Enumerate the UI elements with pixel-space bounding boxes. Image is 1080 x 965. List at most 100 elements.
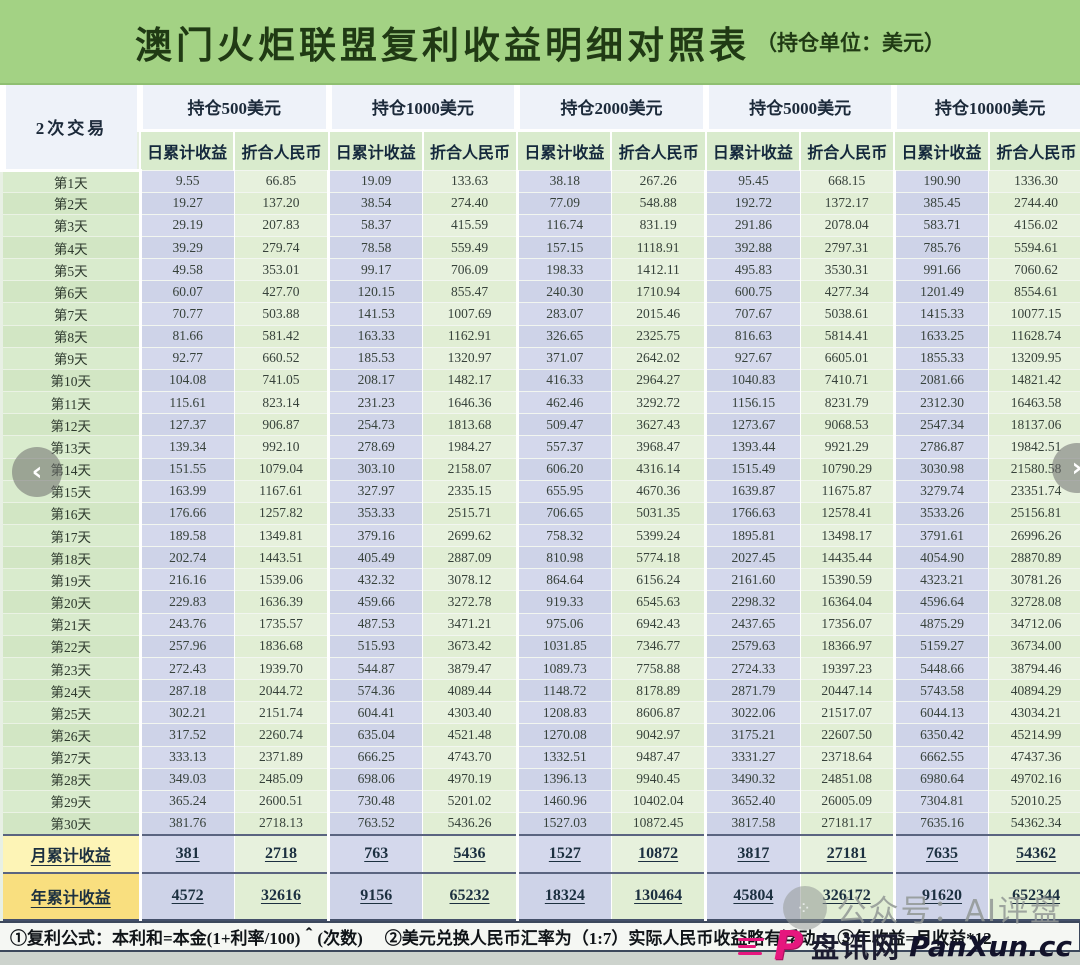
value-cell: 2642.02 bbox=[610, 346, 706, 370]
value-cell: 9921.29 bbox=[799, 435, 895, 459]
value-cell: 327.97 bbox=[327, 479, 423, 503]
value-cell: 1412.11 bbox=[610, 258, 706, 281]
summary-value-cell: 3817 bbox=[704, 833, 801, 873]
value-cell: 8606.87 bbox=[610, 701, 706, 724]
value-cell: 1836.68 bbox=[233, 634, 329, 658]
footnote-yearly-calc: ③年收益=月收益*12 bbox=[837, 928, 992, 948]
table-row: 第16天 176.66 1257.82 353.33 2515.71 706.65 5031… bbox=[3, 501, 1080, 525]
value-cell: 2699.62 bbox=[422, 523, 518, 547]
value-cell: 4303.40 bbox=[422, 701, 518, 724]
value-cell: 5774.18 bbox=[610, 546, 706, 569]
value-cell: 18366.97 bbox=[799, 634, 895, 658]
wechat-account-icon: ⁘ bbox=[782, 886, 827, 930]
value-cell: 2298.32 bbox=[704, 590, 801, 614]
value-cell: 151.55 bbox=[138, 457, 235, 481]
table-row: 第19天 216.16 1539.06 432.32 3078.12 864.64 6156… bbox=[3, 568, 1080, 591]
value-cell: 303.10 bbox=[327, 457, 423, 481]
summary-value-cell: 91620 bbox=[892, 871, 989, 921]
carousel-prev-button[interactable]: ‹ bbox=[12, 447, 62, 497]
day-label: 第20天 bbox=[3, 590, 140, 614]
table-row: 第12天 127.37 906.87 254.73 1813.68 509.47 3627.… bbox=[3, 413, 1080, 436]
value-cell: 36734.00 bbox=[988, 634, 1080, 658]
value-cell: 864.64 bbox=[515, 568, 612, 591]
day-label: 第27天 bbox=[3, 745, 140, 769]
value-cell: 13498.17 bbox=[799, 523, 895, 547]
value-cell: 3030.98 bbox=[892, 457, 989, 481]
value-cell: 115.61 bbox=[138, 391, 235, 414]
value-cell: 4521.48 bbox=[422, 723, 518, 747]
value-cell: 4596.64 bbox=[892, 590, 989, 614]
value-cell: 38794.46 bbox=[988, 656, 1080, 680]
value-cell: 32728.08 bbox=[988, 590, 1080, 614]
value-cell: 1460.96 bbox=[515, 789, 612, 813]
value-cell: 855.47 bbox=[422, 280, 518, 303]
value-cell: 7410.71 bbox=[799, 368, 895, 392]
summary-value-cell: 7635 bbox=[892, 833, 989, 873]
value-cell: 3673.42 bbox=[422, 634, 518, 658]
value-cell: 6156.24 bbox=[610, 568, 706, 591]
value-cell: 3078.12 bbox=[422, 568, 518, 591]
value-cell: 27181.17 bbox=[799, 812, 895, 835]
summary-value-cell: 1527 bbox=[515, 833, 612, 873]
day-label: 第18天 bbox=[3, 546, 140, 569]
value-cell: 70.77 bbox=[138, 302, 235, 326]
site-name-en: PanXun.cc bbox=[909, 929, 1072, 963]
table-row: 第14天 151.55 1079.04 303.10 2158.07 606.20 4316… bbox=[3, 457, 1080, 481]
value-cell: 4323.21 bbox=[892, 568, 989, 591]
panxun-logo: P 盘讯网 PanXun.cc bbox=[737, 926, 1072, 965]
value-cell: 78.58 bbox=[327, 235, 423, 259]
monthly-total-label: 月累计收益 bbox=[3, 833, 140, 873]
value-cell: 9068.53 bbox=[799, 413, 895, 436]
value-cell: 3968.47 bbox=[610, 435, 706, 459]
summary-value-cell: 54362 bbox=[988, 833, 1080, 873]
value-cell: 40894.29 bbox=[988, 679, 1080, 702]
page-title: 澳门火炬联盟复利收益明细对照表 bbox=[135, 25, 750, 67]
value-cell: 1415.33 bbox=[892, 302, 989, 326]
value-cell: 13209.95 bbox=[988, 346, 1080, 370]
summary-value-cell: 130464 bbox=[610, 871, 706, 921]
value-cell: 2151.74 bbox=[233, 701, 329, 724]
value-cell: 1089.73 bbox=[515, 656, 612, 680]
value-cell: 5594.61 bbox=[988, 235, 1080, 259]
table-header: 2次交易 持仓500美元 持仓1000美元 持仓2000美元 持仓5000美元 … bbox=[0, 85, 1080, 172]
table-row: 第30天 381.76 2718.13 763.52 5436.26 1527.03 108… bbox=[3, 812, 1080, 835]
value-cell: 4316.14 bbox=[610, 457, 706, 481]
table-row: 第15天 163.99 1167.61 327.97 2335.15 655.95 4670… bbox=[3, 479, 1080, 503]
value-cell: 3471.21 bbox=[422, 612, 518, 636]
value-cell: 495.83 bbox=[704, 258, 801, 281]
value-cell: 3530.31 bbox=[799, 258, 895, 281]
watermark-text: 公众号：AI评盘 bbox=[836, 894, 1062, 929]
value-cell: 2437.65 bbox=[704, 612, 801, 636]
value-cell: 3652.40 bbox=[704, 789, 801, 813]
value-cell: 763.52 bbox=[327, 812, 423, 835]
table-row: 第27天 333.13 2371.89 666.25 4743.70 1332.51 948… bbox=[3, 745, 1080, 769]
summary-value-cell: 65232 bbox=[422, 871, 518, 921]
value-cell: 5448.66 bbox=[892, 656, 989, 680]
value-cell: 19397.23 bbox=[799, 656, 895, 680]
day-label: 第30天 bbox=[3, 812, 140, 835]
corner-label: 2次交易 bbox=[0, 85, 140, 172]
value-cell: 919.33 bbox=[515, 590, 612, 614]
value-cell: 1118.91 bbox=[610, 235, 706, 259]
table-row: 第4天 39.29 279.74 78.58 559.49 157.15 1118.91 39… bbox=[3, 235, 1080, 259]
sub-header-daily: 日累计收益 bbox=[327, 130, 423, 170]
value-cell: 133.63 bbox=[422, 169, 518, 193]
value-cell: 606.20 bbox=[515, 457, 612, 481]
value-cell: 29.19 bbox=[138, 213, 235, 237]
value-cell: 2081.66 bbox=[892, 368, 989, 392]
value-cell: 4054.90 bbox=[892, 546, 989, 569]
value-cell: 287.18 bbox=[138, 679, 235, 702]
day-label: 第24天 bbox=[3, 679, 140, 702]
day-label: 第11天 bbox=[3, 391, 140, 414]
value-cell: 202.74 bbox=[138, 546, 235, 569]
sub-header-rmb: 折合人民币 bbox=[610, 130, 706, 170]
value-cell: 19.09 bbox=[327, 169, 423, 193]
value-cell: 34712.06 bbox=[988, 612, 1080, 636]
table-row: 第5天 49.58 353.01 99.17 706.09 198.33 1412.11 49… bbox=[3, 258, 1080, 281]
value-cell: 2600.51 bbox=[233, 789, 329, 813]
value-cell: 216.16 bbox=[138, 568, 235, 591]
day-label: 第2天 bbox=[3, 191, 140, 215]
value-cell: 19.27 bbox=[138, 191, 235, 215]
value-cell: 38.54 bbox=[327, 191, 423, 215]
